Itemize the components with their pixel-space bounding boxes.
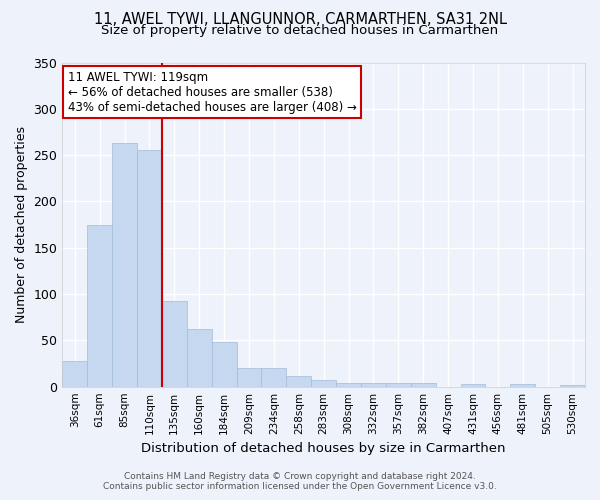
Bar: [212, 342, 236, 386]
Bar: [137, 150, 162, 386]
Bar: [62, 360, 87, 386]
Bar: [187, 330, 212, 386]
Bar: [112, 143, 137, 386]
X-axis label: Distribution of detached houses by size in Carmarthen: Distribution of detached houses by size …: [142, 442, 506, 455]
Bar: [162, 300, 187, 386]
Bar: [511, 384, 535, 386]
Bar: [461, 384, 485, 386]
Bar: [236, 368, 262, 386]
Text: 11 AWEL TYWI: 119sqm
← 56% of detached houses are smaller (538)
43% of semi-deta: 11 AWEL TYWI: 119sqm ← 56% of detached h…: [68, 70, 356, 114]
Bar: [87, 224, 112, 386]
Text: Contains HM Land Registry data © Crown copyright and database right 2024.
Contai: Contains HM Land Registry data © Crown c…: [103, 472, 497, 491]
Text: 11, AWEL TYWI, LLANGUNNOR, CARMARTHEN, SA31 2NL: 11, AWEL TYWI, LLANGUNNOR, CARMARTHEN, S…: [94, 12, 506, 28]
Bar: [361, 383, 386, 386]
Bar: [311, 380, 336, 386]
Bar: [560, 385, 585, 386]
Bar: [386, 383, 411, 386]
Bar: [262, 368, 286, 386]
Text: Size of property relative to detached houses in Carmarthen: Size of property relative to detached ho…: [101, 24, 499, 37]
Bar: [411, 383, 436, 386]
Bar: [286, 376, 311, 386]
Bar: [336, 383, 361, 386]
Y-axis label: Number of detached properties: Number of detached properties: [15, 126, 28, 323]
